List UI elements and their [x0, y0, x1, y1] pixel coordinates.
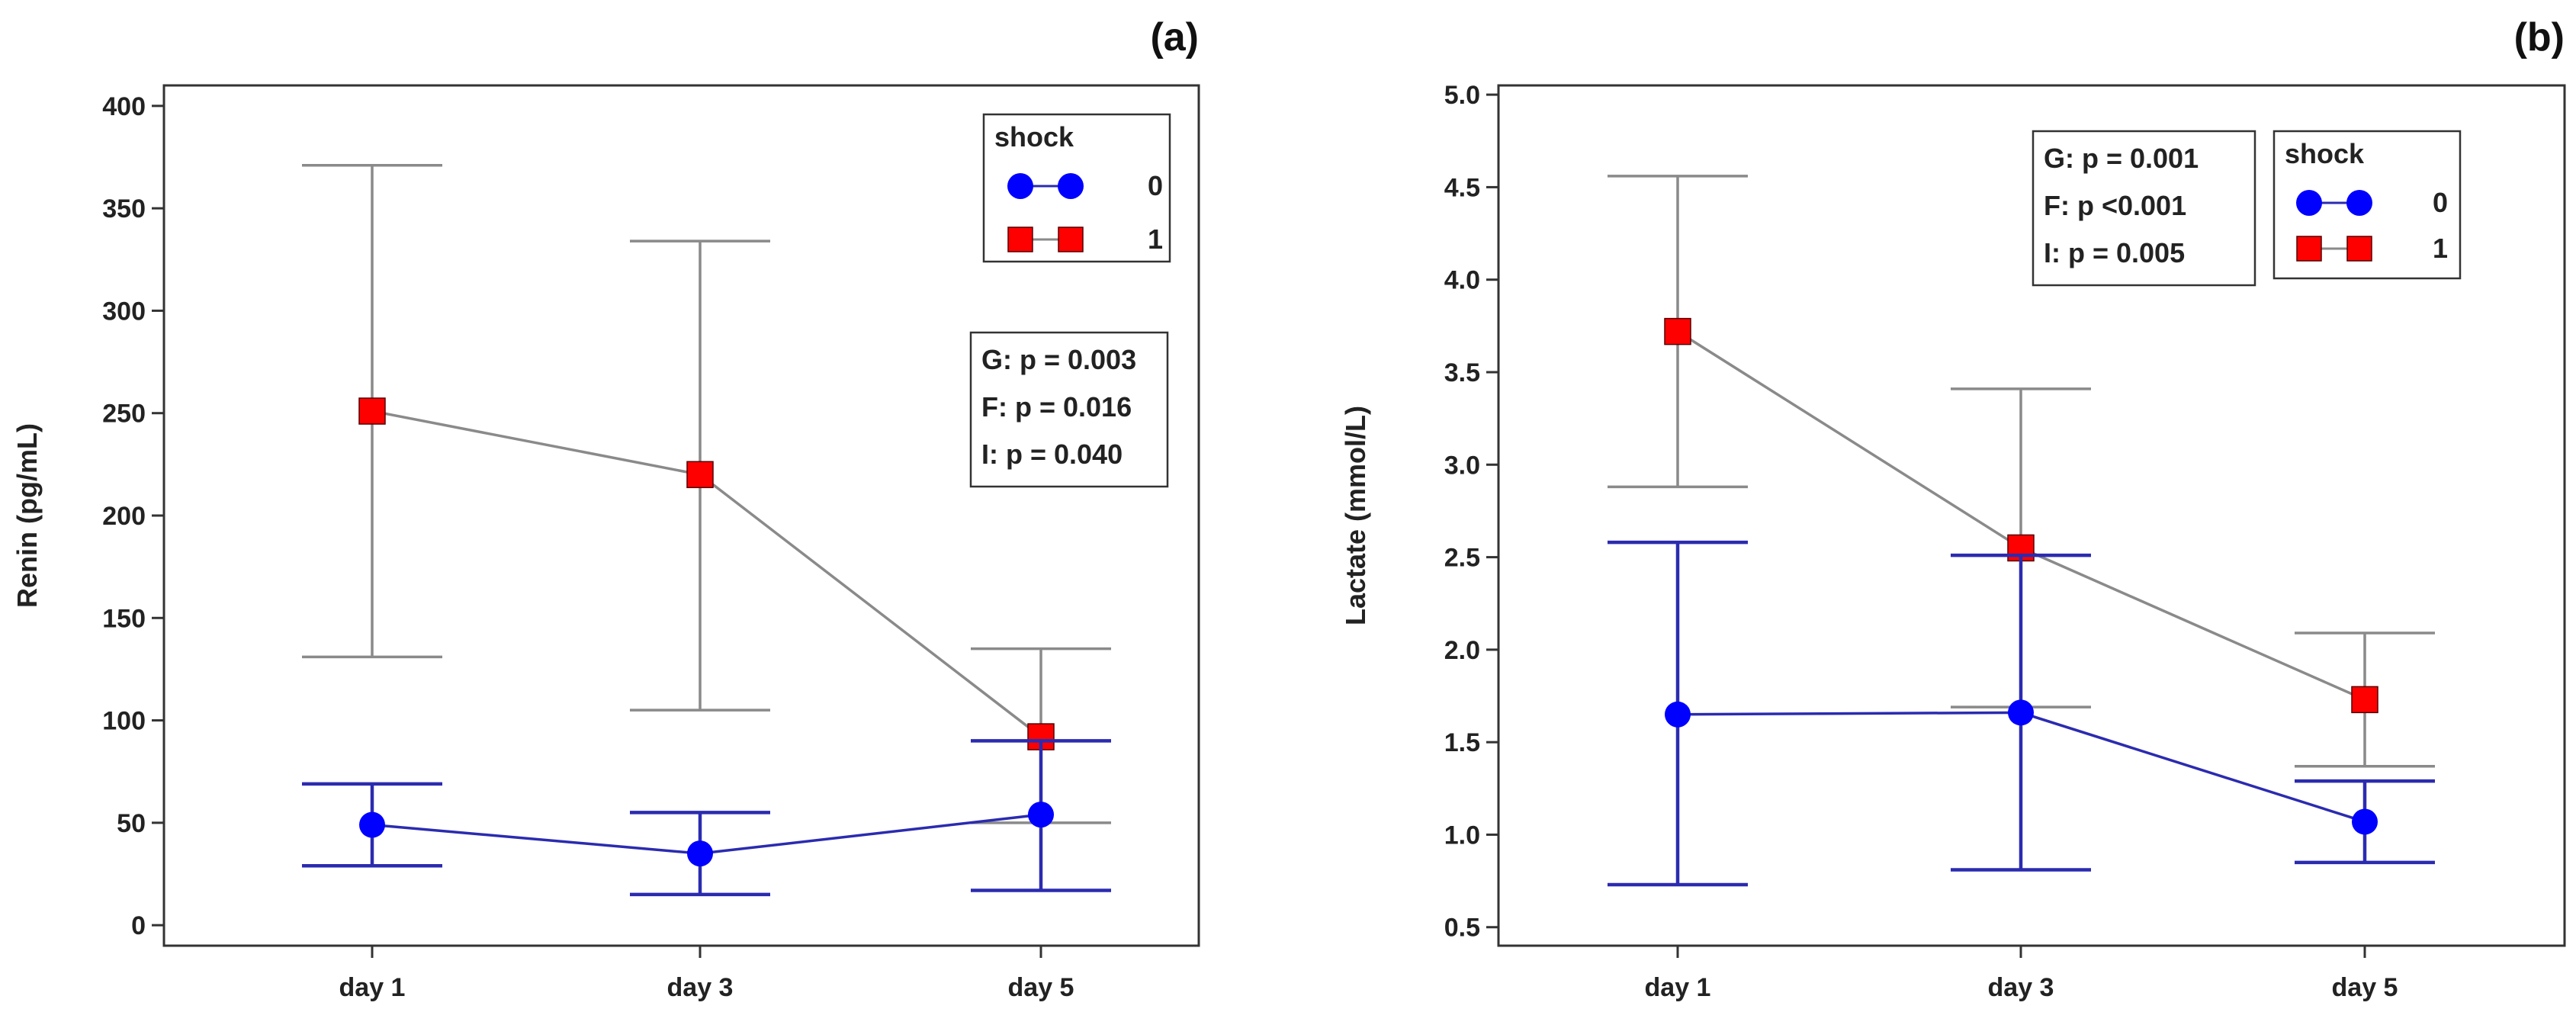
y-tick-label: 250 — [102, 400, 146, 429]
stats-frame-b — [2032, 130, 2256, 287]
y-tick-label: 0 — [131, 911, 146, 940]
data-point-square — [358, 397, 386, 425]
legend-marker-square-a-1 — [1007, 227, 1033, 252]
x-tick-label: day 3 — [1988, 973, 2054, 1002]
legend-label-1-a: 1 — [1148, 223, 1163, 255]
y-tick-label: 400 — [102, 92, 146, 121]
chart-panel-b: (b) Lactate (mmol/L) 0.5 1.0 1.5 2.0 2.5 3.0 3… — [1340, 15, 2566, 1002]
y-tick-label: 150 — [102, 604, 146, 633]
stats-line-1-b: F: p <0.001 — [2044, 190, 2186, 221]
legend-title-a: shock — [994, 121, 1074, 153]
series-a — [302, 163, 1111, 897]
data-point-circle — [687, 840, 713, 867]
y-tick-label: 0.5 — [1444, 914, 1480, 943]
stats-line-1-a: F: p = 0.016 — [981, 391, 1132, 423]
legend-a: shock 0 1 — [982, 113, 1171, 263]
y-tick-label: 350 — [102, 194, 146, 223]
legend-entry-1-b: 1 — [2296, 233, 2448, 264]
y-tick-label: 5.0 — [1444, 81, 1480, 110]
x-ticks-a: day 1 day 3 day 5 — [339, 946, 1074, 1002]
y-tick-label: 1.0 — [1444, 821, 1480, 850]
legend-b: shock 0 1 — [2272, 130, 2462, 280]
legend-entry-1-a: 1 — [1007, 223, 1163, 255]
series-1-group — [1608, 175, 2435, 768]
x-tick-label: day 1 — [339, 973, 406, 1002]
y-ticks-b: 0.5 1.0 1.5 2.0 2.5 3.0 3.5 4.0 4.5 5.0 — [1444, 81, 1498, 943]
series-b — [1608, 175, 2435, 887]
legend-marker-square-a-2 — [1058, 227, 1084, 252]
legend-title-b: shock — [2285, 138, 2365, 169]
x-ticks-b: day 1 day 3 day 5 — [1645, 946, 2398, 1002]
y-axis-title-a: Renin (pg/mL) — [11, 423, 43, 608]
legend-marker-circle-b-2 — [2346, 190, 2372, 216]
stats-line-2-b: I: p = 0.005 — [2044, 237, 2185, 268]
stats-line-2-a: I: p = 0.040 — [981, 439, 1123, 470]
legend-marker-square-b-2 — [2346, 236, 2372, 262]
y-tick-label: 300 — [102, 297, 146, 326]
y-tick-label: 3.5 — [1444, 358, 1480, 387]
stats-box-a: G: p = 0.003 F: p = 0.016 I: p = 0.040 — [969, 331, 1169, 488]
legend-label-1-b: 1 — [2433, 233, 2448, 264]
y-tick-label: 2.5 — [1444, 544, 1480, 573]
y-tick-label: 100 — [102, 707, 146, 736]
data-point-circle — [1028, 802, 1054, 828]
stats-frame-a — [969, 331, 1169, 488]
x-tick-label: day 1 — [1645, 973, 1711, 1002]
y-ticks-a: 0 50 100 150 200 250 300 350 400 — [102, 92, 164, 940]
data-point-circle — [359, 811, 385, 838]
legend-label-0-b: 0 — [2433, 187, 2448, 218]
legend-marker-circle-a-1 — [1007, 173, 1033, 199]
stats-line-0-a: G: p = 0.003 — [981, 344, 1136, 375]
series-1-group — [302, 163, 1111, 824]
y-axis-title-b: Lactate (mmol/L) — [1340, 406, 1371, 625]
data-point-circle — [2352, 808, 2378, 835]
legend-label-0-a: 0 — [1148, 170, 1163, 201]
legend-marker-circle-b-1 — [2296, 190, 2322, 216]
stats-line-0-b: G: p = 0.001 — [2044, 143, 2199, 174]
data-point-square — [2351, 686, 2378, 714]
y-tick-label: 50 — [117, 809, 146, 838]
y-tick-label: 1.5 — [1444, 728, 1480, 757]
legend-marker-circle-a-2 — [1058, 173, 1084, 199]
y-tick-label: 200 — [102, 502, 146, 531]
x-tick-label: day 5 — [1008, 973, 1074, 1002]
legend-marker-square-b-1 — [2296, 236, 2322, 262]
y-tick-label: 4.5 — [1444, 173, 1480, 202]
data-point-circle — [1665, 701, 1691, 728]
data-point-circle — [2008, 699, 2034, 726]
data-point-square — [1664, 317, 1691, 345]
legend-entry-0-b: 0 — [2296, 187, 2448, 218]
data-point-square — [686, 461, 714, 489]
y-tick-label: 2.0 — [1444, 636, 1480, 665]
panel-label-b: (b) — [2514, 15, 2565, 59]
y-tick-label: 4.0 — [1444, 266, 1480, 295]
panel-label-a: (a) — [1150, 15, 1199, 59]
x-tick-label: day 3 — [667, 973, 734, 1002]
y-tick-label: 3.0 — [1444, 451, 1480, 480]
series-0-group — [302, 739, 1111, 897]
legend-entry-0-a: 0 — [1007, 170, 1163, 201]
chart-panel-a: (a) Renin (pg/mL) 0 50 100 150 200 250 300 350 4… — [11, 15, 1200, 1002]
x-tick-label: day 5 — [2332, 973, 2398, 1002]
series-0-group — [1608, 540, 2435, 887]
stats-box-b: G: p = 0.001 F: p <0.001 I: p = 0.005 — [2032, 130, 2256, 287]
